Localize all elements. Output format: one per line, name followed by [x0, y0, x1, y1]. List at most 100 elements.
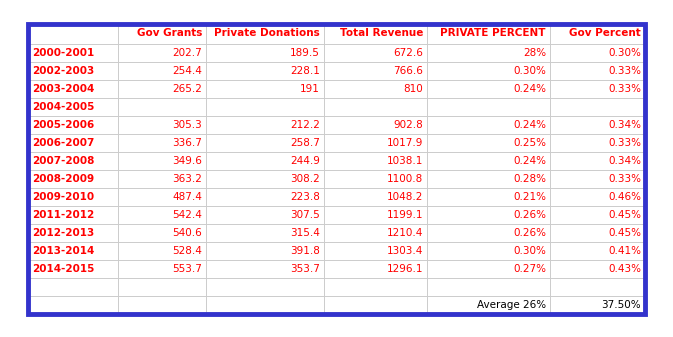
Text: 0.28%: 0.28% [513, 174, 546, 184]
Bar [28, 24, 645, 313]
Bar [118, 97, 206, 116]
Text: 265.2: 265.2 [172, 84, 202, 93]
Bar [206, 24, 324, 43]
Bar [324, 97, 427, 116]
Bar [324, 152, 427, 170]
Bar [550, 223, 645, 242]
Text: 391.8: 391.8 [290, 245, 320, 255]
Text: 0.33%: 0.33% [608, 65, 641, 75]
Text: 528.4: 528.4 [172, 245, 202, 255]
Bar [206, 80, 324, 97]
Bar [206, 97, 324, 116]
Bar [206, 133, 324, 152]
Text: 0.34%: 0.34% [608, 120, 641, 129]
Text: 1303.4: 1303.4 [386, 245, 423, 255]
Bar [28, 61, 118, 80]
Bar [550, 24, 645, 43]
Text: 0.24%: 0.24% [513, 155, 546, 165]
Bar [118, 61, 206, 80]
Text: 223.8: 223.8 [290, 191, 320, 202]
Text: 0.45%: 0.45% [608, 210, 641, 219]
Bar [550, 97, 645, 116]
Bar [118, 170, 206, 187]
Bar [118, 24, 206, 43]
Bar [324, 206, 427, 223]
Bar [206, 187, 324, 206]
Bar [206, 206, 324, 223]
Bar [427, 116, 550, 133]
Bar [28, 206, 118, 223]
Bar [206, 223, 324, 242]
Bar [118, 80, 206, 97]
Text: 28%: 28% [523, 48, 546, 58]
Bar [427, 223, 550, 242]
Bar [427, 187, 550, 206]
Text: 2000-2001: 2000-2001 [32, 48, 94, 58]
Text: 0.45%: 0.45% [608, 227, 641, 238]
Text: 191: 191 [300, 84, 320, 93]
Text: 2011-2012: 2011-2012 [32, 210, 94, 219]
Text: 0.24%: 0.24% [513, 84, 546, 93]
Bar [324, 242, 427, 259]
Bar [206, 242, 324, 259]
Text: 2002-2003: 2002-2003 [32, 65, 94, 75]
Bar [28, 24, 118, 43]
Bar [427, 80, 550, 97]
Bar [118, 296, 206, 313]
Text: 0.30%: 0.30% [608, 48, 641, 58]
Text: 487.4: 487.4 [172, 191, 202, 202]
Bar [324, 133, 427, 152]
Text: 542.4: 542.4 [172, 210, 202, 219]
Text: 0.34%: 0.34% [608, 155, 641, 165]
Text: 37.50%: 37.50% [602, 300, 641, 309]
Bar [427, 24, 550, 43]
Bar [427, 242, 550, 259]
Bar [324, 259, 427, 277]
Text: 254.4: 254.4 [172, 65, 202, 75]
Bar [427, 97, 550, 116]
Text: 810: 810 [403, 84, 423, 93]
Text: 1048.2: 1048.2 [386, 191, 423, 202]
Text: 336.7: 336.7 [172, 137, 202, 148]
Bar [206, 259, 324, 277]
Text: 307.5: 307.5 [290, 210, 320, 219]
Text: Average 26%: Average 26% [477, 300, 546, 309]
Text: 1017.9: 1017.9 [386, 137, 423, 148]
Bar [427, 296, 550, 313]
Text: 1199.1: 1199.1 [386, 210, 423, 219]
Text: 0.25%: 0.25% [513, 137, 546, 148]
Text: 0.24%: 0.24% [513, 120, 546, 129]
Text: 2012-2013: 2012-2013 [32, 227, 94, 238]
Bar [427, 61, 550, 80]
Bar [550, 296, 645, 313]
Text: 189.5: 189.5 [290, 48, 320, 58]
Bar [550, 259, 645, 277]
Bar [550, 61, 645, 80]
Text: 349.6: 349.6 [172, 155, 202, 165]
Bar [550, 116, 645, 133]
Text: 766.6: 766.6 [393, 65, 423, 75]
Text: 2004-2005: 2004-2005 [32, 101, 94, 112]
Bar [28, 277, 118, 296]
Text: Private Donations: Private Donations [214, 29, 320, 38]
Bar [118, 187, 206, 206]
Text: 202.7: 202.7 [172, 48, 202, 58]
Text: 2006-2007: 2006-2007 [32, 137, 94, 148]
Text: 0.43%: 0.43% [608, 264, 641, 274]
Text: 0.30%: 0.30% [513, 65, 546, 75]
Text: 0.46%: 0.46% [608, 191, 641, 202]
Bar [324, 24, 427, 43]
Text: 363.2: 363.2 [172, 174, 202, 184]
Bar [324, 277, 427, 296]
Text: 902.8: 902.8 [393, 120, 423, 129]
Text: Gov Percent: Gov Percent [569, 29, 641, 38]
Text: Gov Grants: Gov Grants [137, 29, 202, 38]
Text: 2008-2009: 2008-2009 [32, 174, 94, 184]
Bar [28, 187, 118, 206]
Bar [28, 152, 118, 170]
Bar [118, 223, 206, 242]
Bar [427, 170, 550, 187]
Text: 0.41%: 0.41% [608, 245, 641, 255]
Bar [550, 152, 645, 170]
Text: 2007-2008: 2007-2008 [32, 155, 94, 165]
